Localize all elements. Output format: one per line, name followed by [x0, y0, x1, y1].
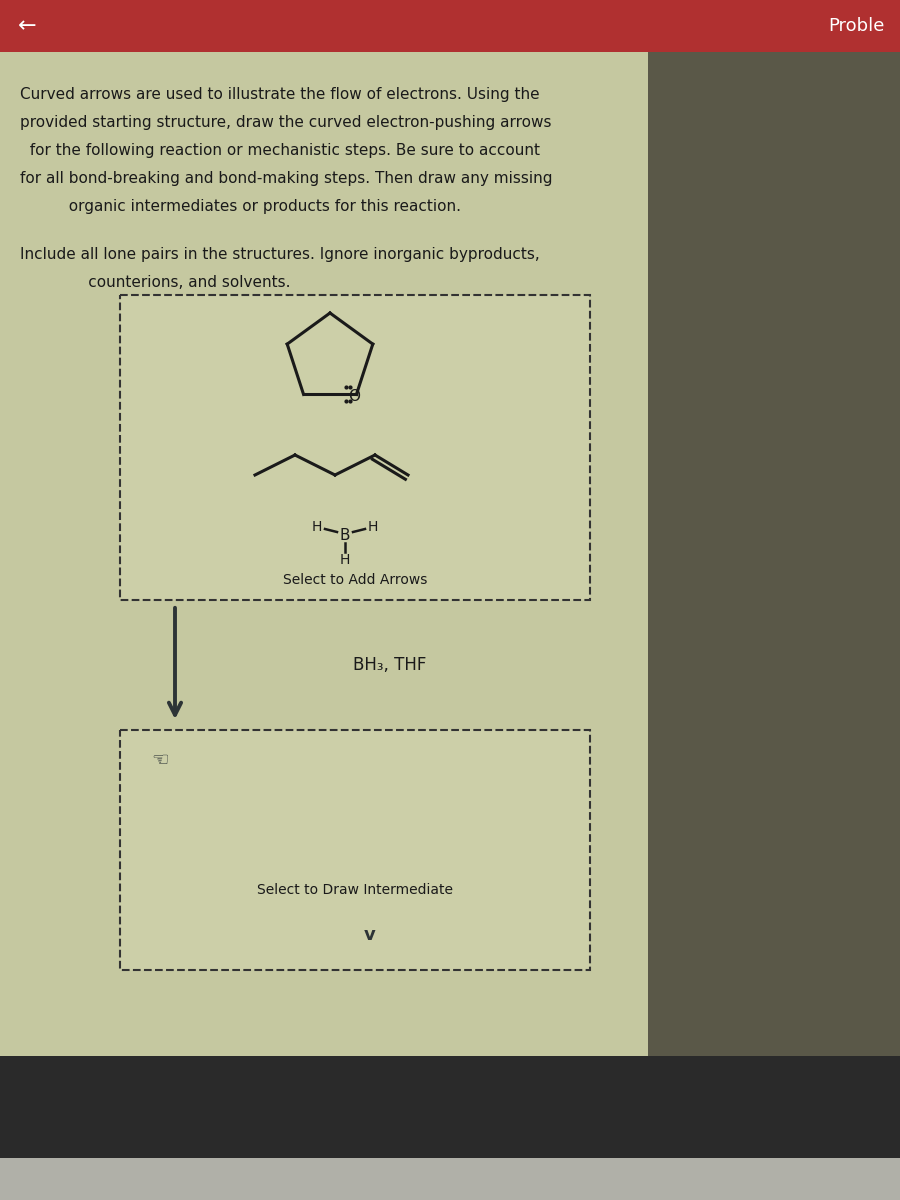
- Text: Select to Draw Intermediate: Select to Draw Intermediate: [257, 883, 453, 898]
- Text: for the following reaction or mechanistic steps. Be sure to account: for the following reaction or mechanisti…: [20, 143, 540, 157]
- Text: counterions, and solvents.: counterions, and solvents.: [20, 275, 291, 289]
- Bar: [0, 1158, 900, 1200]
- Bar: [648, 0, 900, 1056]
- Bar: [0, 1056, 900, 1200]
- Text: provided starting structure, draw the curved electron-pushing arrows: provided starting structure, draw the cu…: [20, 114, 552, 130]
- Text: H: H: [340, 553, 350, 566]
- Bar: [120, 730, 590, 970]
- Text: Include all lone pairs in the structures. Ignore inorganic byproducts,: Include all lone pairs in the structures…: [20, 247, 540, 262]
- Text: ☜: ☜: [151, 750, 169, 769]
- Text: v: v: [364, 926, 376, 944]
- Text: ←: ←: [18, 16, 37, 36]
- Text: organic intermediates or products for this reaction.: organic intermediates or products for th…: [20, 198, 461, 214]
- Bar: [120, 295, 590, 600]
- Text: BH₃, THF: BH₃, THF: [354, 656, 427, 674]
- Bar: [0, 0, 648, 1056]
- Text: Proble: Proble: [829, 17, 885, 35]
- Text: for all bond-breaking and bond-making steps. Then draw any missing: for all bond-breaking and bond-making st…: [20, 170, 553, 186]
- Text: O: O: [348, 389, 361, 404]
- Text: H: H: [311, 520, 322, 534]
- Text: Select to Add Arrows: Select to Add Arrows: [283, 572, 428, 587]
- Text: H: H: [368, 520, 378, 534]
- Text: B: B: [340, 528, 350, 542]
- Bar: [648, 0, 900, 1056]
- Bar: [0, 0, 900, 52]
- Text: Curved arrows are used to illustrate the flow of electrons. Using the: Curved arrows are used to illustrate the…: [20, 86, 540, 102]
